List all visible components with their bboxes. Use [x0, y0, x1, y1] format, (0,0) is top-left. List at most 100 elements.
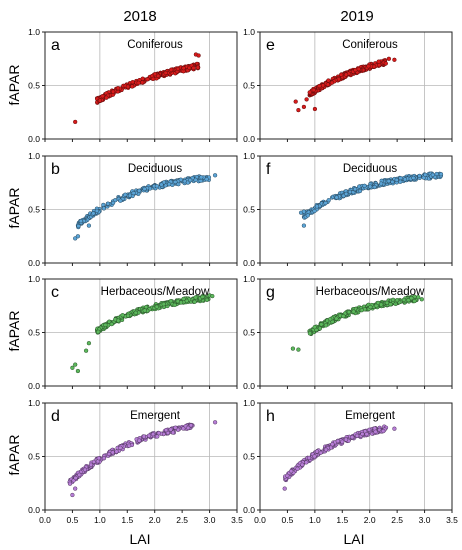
data-point: [163, 427, 169, 433]
panel-a: 0.0 0.5 1.0 a Coniferous: [28, 27, 238, 144]
data-point: [196, 53, 201, 58]
panel-d: 0.0 0.5 1.0 0.0 0.5 1.0 1.5 2.0 2.5 3.0 3.5 d Emerge…: [28, 398, 243, 525]
y-tick-label: 1.0: [28, 151, 40, 161]
data-point: [191, 65, 196, 71]
data-point: [118, 198, 123, 203]
x-tick-label: 0.5: [67, 515, 79, 525]
panel-letter: h: [266, 408, 275, 425]
data-point: [392, 426, 397, 431]
data-point: [166, 182, 172, 187]
data-point: [125, 84, 131, 89]
data-point: [346, 309, 352, 315]
panel-title: Deciduous: [343, 163, 398, 175]
data-point: [350, 435, 355, 440]
data-point: [386, 56, 392, 61]
x-axis-label-right: LAI: [343, 531, 364, 547]
data-point: [184, 298, 189, 304]
data-point: [307, 90, 312, 95]
data-point: [159, 182, 164, 187]
data-point: [142, 186, 147, 192]
data-point: [101, 206, 107, 211]
data-point: [140, 76, 145, 81]
data-point: [115, 86, 121, 91]
data-point: [368, 304, 373, 310]
data-point: [156, 73, 161, 79]
data-point: [77, 472, 82, 477]
data-point: [319, 322, 324, 327]
data-point: [326, 78, 331, 83]
data-point: [126, 443, 132, 448]
x-tick-label: 2.5: [176, 515, 188, 525]
data-point: [106, 451, 112, 457]
data-point: [377, 62, 382, 68]
data-point: [82, 467, 88, 472]
data-point: [86, 223, 92, 228]
data-point: [412, 298, 417, 304]
x-tick-label: 3.5: [231, 515, 243, 525]
data-point: [103, 322, 108, 328]
x-tick-label: 1.0: [94, 515, 106, 525]
data-point: [109, 321, 114, 327]
data-point: [70, 492, 75, 498]
x-tick-label: 3.5: [446, 515, 458, 525]
data-point: [312, 106, 318, 112]
data-point: [282, 486, 287, 491]
data-point: [212, 420, 218, 425]
data-point: [392, 57, 397, 62]
panel-g: 0.0 0.5 1.0 g Herbaceous/Meadow: [243, 274, 453, 391]
y-tick-label: 0.0: [243, 258, 255, 268]
data-point: [169, 67, 174, 72]
data-point: [384, 300, 390, 305]
data-point: [326, 198, 331, 203]
data-point: [125, 313, 131, 318]
panel-letter: g: [266, 284, 275, 301]
panel-title: Coniferous: [127, 39, 183, 51]
x-tick-label: 2.0: [149, 515, 161, 525]
data-point: [323, 200, 328, 206]
data-point: [304, 460, 309, 465]
y-tick-label: 1.0: [28, 27, 40, 37]
data-point: [398, 176, 403, 181]
data-point: [73, 486, 78, 491]
data-point: [200, 294, 205, 300]
data-point: [290, 346, 296, 351]
data-point: [104, 95, 109, 100]
y-tick-label: 1.0: [28, 398, 40, 408]
data-point: [145, 77, 150, 82]
data-point: [110, 200, 116, 206]
data-point: [150, 432, 156, 437]
data-point: [88, 462, 94, 467]
data-point: [199, 175, 204, 180]
y-tick-label: 1.0: [243, 27, 255, 37]
data-point: [78, 218, 84, 224]
data-point: [373, 429, 378, 434]
x-tick-label: 3.0: [204, 515, 216, 525]
data-point: [130, 79, 135, 85]
data-point: [154, 184, 160, 189]
data-point: [75, 368, 81, 374]
x-tick-label: 0.5: [282, 515, 294, 525]
data-point: [76, 223, 81, 229]
y-tick-label: 0.5: [243, 81, 255, 91]
data-point: [130, 84, 135, 89]
data-point: [417, 173, 422, 179]
data-point: [359, 308, 364, 313]
data-point: [204, 177, 209, 182]
x-tick-label: 3.0: [419, 515, 431, 525]
data-point: [127, 193, 133, 198]
data-point: [329, 80, 335, 85]
y-tick-label: 0.0: [28, 258, 40, 268]
data-point: [161, 302, 166, 307]
data-point: [133, 310, 138, 315]
data-point: [83, 348, 89, 353]
data-point: [325, 82, 330, 87]
data-point: [334, 195, 339, 200]
x-tick-label: 1.0: [309, 515, 321, 525]
data-point: [301, 209, 307, 214]
data-point: [312, 208, 317, 214]
data-point: [357, 188, 363, 194]
data-point: [383, 61, 388, 66]
data-point: [335, 438, 340, 444]
data-point: [131, 190, 136, 196]
x-tick-label: 0.0: [39, 515, 51, 525]
